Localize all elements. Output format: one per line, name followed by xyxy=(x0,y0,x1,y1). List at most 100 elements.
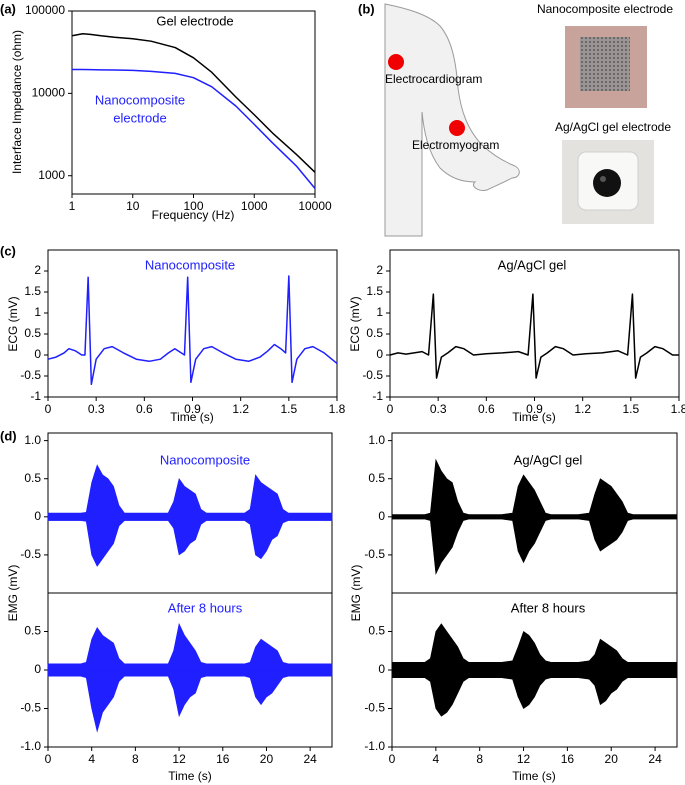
y-tick-label: -1.0 xyxy=(20,739,41,753)
signal-envelope xyxy=(391,516,678,576)
x-axis-label: Time (s) xyxy=(512,769,556,783)
y-tick-label: 10000 xyxy=(32,86,66,100)
y-axis-label: Interface Impedance (ohm) xyxy=(10,30,24,174)
y-tick-label: 2 xyxy=(34,263,41,277)
x-tick-label: 20 xyxy=(260,752,274,766)
y-tick-label: 0.5 xyxy=(24,471,41,485)
annotation: Gel electrode xyxy=(156,13,233,28)
y-tick-label: 0 xyxy=(378,662,385,676)
y-tick-label: -1 xyxy=(30,389,41,403)
x-tick-label: 0.3 xyxy=(88,402,105,416)
x-tick-label: 4 xyxy=(88,752,95,766)
y-tick-label: 1.0 xyxy=(368,433,385,447)
x-tick-label: 24 xyxy=(648,752,662,766)
y-tick-label: -0.5 xyxy=(20,547,41,561)
y-tick-label: -0.5 xyxy=(20,701,41,715)
y-tick-label: 0 xyxy=(376,347,383,361)
y-tick-label: 0 xyxy=(34,509,41,523)
x-tick-label: 1 xyxy=(69,199,76,213)
x-tick-label: 1.2 xyxy=(232,402,249,416)
x-tick-label: 100 xyxy=(183,199,203,213)
y-tick-label: 0.5 xyxy=(24,326,41,340)
x-tick-label: 10 xyxy=(126,199,140,213)
signal-envelope xyxy=(47,516,333,567)
y-axis-label: ECG (mV) xyxy=(348,296,362,351)
x-tick-label: 1.5 xyxy=(622,402,639,416)
x-axis-label: Time (s) xyxy=(168,769,212,783)
x-tick-label: 16 xyxy=(216,752,230,766)
y-axis-label: EMG (mV) xyxy=(349,565,363,622)
x-tick-label: 0.6 xyxy=(136,402,153,416)
signal-envelope xyxy=(47,669,333,733)
x-tick-label: 0 xyxy=(387,402,394,416)
y-axis-label: EMG (mV) xyxy=(6,565,20,622)
annotation: After 8 hours xyxy=(168,600,243,615)
y-tick-label: 1.5 xyxy=(24,284,41,298)
y-tick-label: 0 xyxy=(378,509,385,523)
signal-envelope xyxy=(391,669,678,717)
body-label: Electrocardiogram xyxy=(385,72,482,86)
y-tick-label: -0.5 xyxy=(362,368,383,382)
x-tick-label: 1.8 xyxy=(671,402,685,416)
x-tick-label: 16 xyxy=(561,752,575,766)
signal-envelope xyxy=(391,623,678,671)
x-tick-label: 4 xyxy=(433,752,440,766)
y-tick-label: 0 xyxy=(34,347,41,361)
body-sketch xyxy=(384,3,520,237)
series-line xyxy=(72,68,316,189)
y-tick-label: 0 xyxy=(34,662,41,676)
body-label: Electromyogram xyxy=(412,138,499,152)
y-tick-label: -0.5 xyxy=(20,368,41,382)
y-tick-label: 0.5 xyxy=(24,624,41,638)
photo-label: Ag/AgCl gel electrode xyxy=(555,120,671,134)
annotation: Ag/AgCl gel xyxy=(498,257,567,272)
x-tick-label: 0 xyxy=(389,752,396,766)
signal-envelope xyxy=(391,458,678,518)
series-line xyxy=(389,293,679,379)
x-axis-label: Time (s) xyxy=(170,410,214,424)
photo-label: Nanocomposite electrode xyxy=(537,2,673,16)
panel-label: (c) xyxy=(0,243,16,258)
x-tick-label: 8 xyxy=(132,752,139,766)
y-tick-label: 0.5 xyxy=(368,624,385,638)
x-tick-label: 20 xyxy=(605,752,619,766)
x-tick-label: 0 xyxy=(45,752,52,766)
x-tick-label: 0.6 xyxy=(478,402,495,416)
y-tick-label: 1 xyxy=(376,305,383,319)
x-tick-label: 8 xyxy=(476,752,483,766)
y-tick-label: 0.5 xyxy=(366,326,383,340)
series-line xyxy=(47,275,338,386)
x-tick-label: 24 xyxy=(303,752,317,766)
y-tick-label: 1000 xyxy=(38,168,65,182)
y-tick-label: 1.0 xyxy=(24,433,41,447)
x-tick-label: 1000 xyxy=(241,199,268,213)
x-axis-label: Frequency (Hz) xyxy=(152,208,235,222)
y-axis-label: ECG (mV) xyxy=(6,296,20,351)
y-tick-label: 100000 xyxy=(25,3,65,17)
x-tick-label: 1.5 xyxy=(280,402,297,416)
x-tick-label: 0.3 xyxy=(430,402,447,416)
x-tick-label: 0 xyxy=(45,402,52,416)
annotation: Nanocomposite xyxy=(160,452,250,467)
panel-label: (a) xyxy=(0,1,16,16)
panel-label: (d) xyxy=(0,428,17,443)
x-tick-label: 1.2 xyxy=(574,402,591,416)
annotation: After 8 hours xyxy=(511,600,586,615)
photo xyxy=(565,26,647,108)
y-tick-label: 2 xyxy=(376,263,383,277)
series-line xyxy=(71,32,316,173)
x-tick-label: 12 xyxy=(172,752,186,766)
y-tick-label: -0.5 xyxy=(364,547,385,561)
annotation: Nanocomposite xyxy=(95,92,185,107)
x-tick-label: 0.9 xyxy=(184,402,201,416)
y-tick-label: 0.5 xyxy=(368,471,385,485)
x-tick-label: 12 xyxy=(517,752,531,766)
panel-label: (b) xyxy=(358,1,375,16)
x-axis-label: Time (s) xyxy=(512,410,556,424)
photo xyxy=(562,140,654,224)
x-tick-label: 1.8 xyxy=(329,402,346,416)
annotation: Nanocomposite xyxy=(145,257,235,272)
signal-envelope xyxy=(47,464,333,518)
y-tick-label: -0.5 xyxy=(364,701,385,715)
